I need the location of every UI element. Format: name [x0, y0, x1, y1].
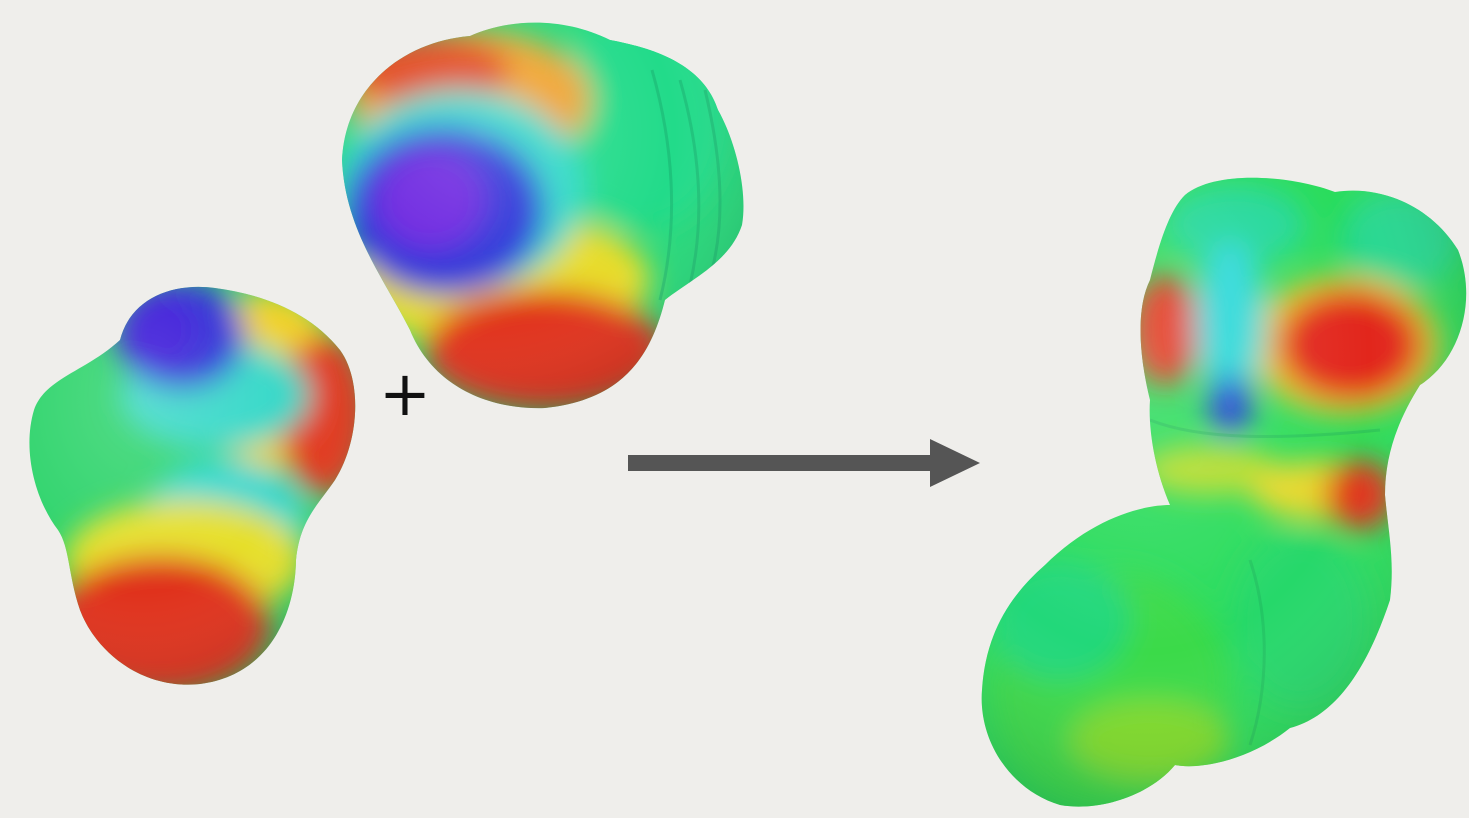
reactant-2-esp-surface [342, 22, 744, 409]
reaction-arrow [628, 439, 980, 487]
plus-operator: + [379, 357, 431, 430]
reactant-1-esp-surface [29, 286, 356, 685]
product-esp-surface [981, 177, 1467, 807]
